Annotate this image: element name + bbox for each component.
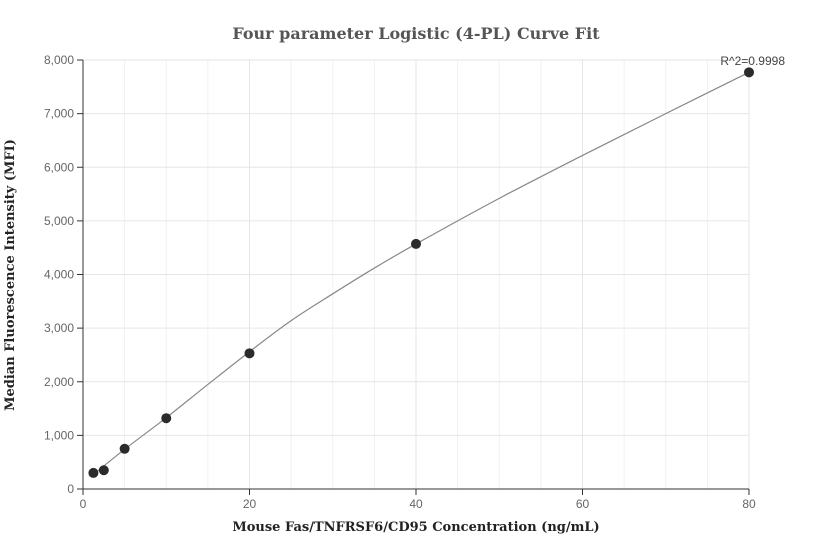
x-tick-label: 40 xyxy=(409,497,423,511)
fit-curve xyxy=(93,71,750,475)
y-tick-label: 4,000 xyxy=(44,268,74,282)
data-point xyxy=(161,413,172,424)
chart-title: Four parameter Logistic (4-PL) Curve Fit xyxy=(232,24,600,43)
data-points xyxy=(88,67,754,478)
data-point xyxy=(98,465,109,476)
y-tick-label: 2,000 xyxy=(44,375,74,389)
data-point xyxy=(244,348,255,359)
data-point xyxy=(411,238,421,249)
x-tick-label: 60 xyxy=(576,497,590,511)
y-tick-label: 1,000 xyxy=(44,428,74,442)
data-point xyxy=(119,443,130,454)
grid xyxy=(83,59,750,489)
y-tick-label: 7,000 xyxy=(44,107,74,121)
data-point xyxy=(744,67,754,78)
y-tick-label: 5,000 xyxy=(44,214,74,228)
x-tick-label: 0 xyxy=(80,497,87,511)
y-tick-label: 3,000 xyxy=(44,321,74,335)
data-point xyxy=(88,467,99,478)
y-tick-label: 6,000 xyxy=(44,160,74,174)
y-tick-label: 8,000 xyxy=(44,53,74,67)
x-tick-label: 20 xyxy=(243,497,257,511)
y-tick-label: 0 xyxy=(67,482,74,496)
x-tick-label: 80 xyxy=(742,497,756,511)
y-axis-label: Median Fluorescence Intensity (MFI) xyxy=(3,139,18,411)
x-axis-label: Mouse Fas/TNFRSF6/CD95 Concentration (ng… xyxy=(232,520,599,535)
r-squared-annotation: R^2=0.9998 xyxy=(720,54,785,68)
axes: 0 1,000 2,000 3,000 4,000 5,000 6,000 7,000 8,00… xyxy=(44,53,756,511)
